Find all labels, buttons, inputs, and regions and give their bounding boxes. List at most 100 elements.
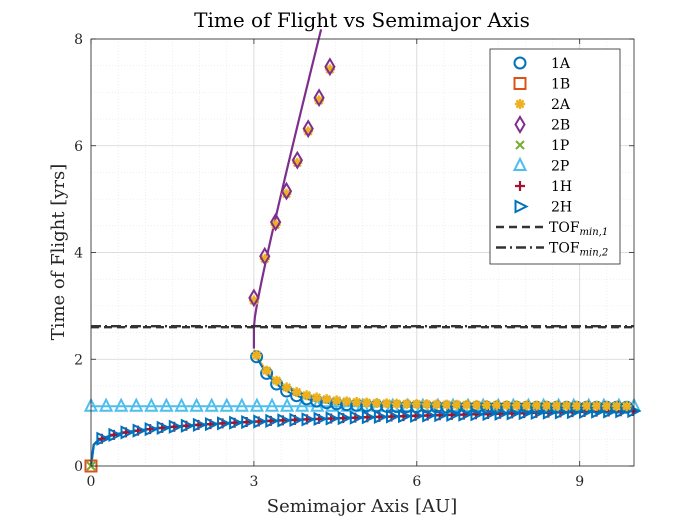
series-2H-marker (144, 421, 159, 437)
series-2A-marker (391, 398, 402, 409)
series-2H-marker (120, 425, 135, 440)
chart-title: Time of Flight vs Semimajor Axis (194, 8, 530, 32)
series-2A-marker-core (463, 401, 470, 408)
legend-label-2H: 2H (551, 200, 572, 216)
series-2A-marker (581, 400, 592, 411)
series-2A-marker-core (473, 401, 480, 408)
series-2H-marker (241, 414, 256, 430)
series-2P-marker (114, 397, 129, 412)
legend-items: 1A 1B 2A 2B 1P 2P 1H 2H TOFmin,1 TOFmin,2 (496, 56, 608, 259)
series-2A-marker (411, 399, 422, 410)
legend-label-1A: 1A (551, 56, 571, 72)
y-tick-label: 8 (74, 32, 83, 48)
series-2H-marker (229, 415, 244, 430)
legend-marker-2A (515, 99, 525, 109)
series-2A-marker-core (273, 377, 280, 384)
legend-label-2B: 2B (551, 118, 570, 134)
markers (83, 57, 642, 473)
legend-marker-1A (513, 56, 527, 70)
series-2P-marker (219, 397, 234, 412)
legend-label-1P: 1P (551, 138, 569, 154)
ticks: 0 3 6 9 0 2 4 6 8 (74, 32, 634, 490)
series-2H-marker (217, 416, 232, 431)
series-2A-marker (301, 390, 312, 401)
series-2A-marker-core (403, 400, 410, 407)
series-2A-marker-core (253, 352, 260, 359)
series-2A-marker-core (353, 399, 360, 406)
legend-label-2A: 2A (551, 97, 571, 113)
series-2B-marker (280, 181, 293, 201)
series-2H-marker (289, 412, 304, 427)
series-2B-marker (324, 57, 336, 77)
series-2A-marker (461, 399, 472, 410)
series-2A-marker-core (303, 392, 310, 399)
series-2A-marker (321, 394, 332, 405)
series-2A-marker-core (333, 397, 340, 404)
series-2H-marker (96, 431, 111, 446)
series-2A-marker-core (283, 384, 290, 391)
series-2H-marker (301, 412, 316, 427)
series-2A-marker-core (323, 396, 330, 403)
series-2H-marker (518, 406, 533, 421)
series-2P-marker (189, 397, 204, 412)
series-2B-marker (302, 119, 314, 139)
series-2A-marker-core (623, 403, 630, 410)
series-2A-marker (571, 400, 582, 411)
series-2A-marker (601, 400, 612, 411)
series-2A-marker (361, 397, 372, 408)
x-tick-label: 0 (87, 474, 96, 490)
series-2A-marker (591, 400, 602, 411)
series-2H-marker (277, 413, 292, 428)
series-2A-marker (261, 365, 272, 376)
series-2A-marker (491, 400, 502, 411)
series-2A-marker (331, 395, 342, 406)
series-2A-marker-core (363, 399, 370, 406)
series-2A-marker-core (603, 402, 610, 409)
series-2A-marker-core (513, 402, 520, 409)
series-2A-marker (281, 382, 292, 393)
series-2A-marker-core (533, 402, 540, 409)
series-2A-marker (401, 398, 412, 409)
series-2A-marker-core (343, 398, 350, 405)
series-2A-marker (251, 350, 262, 361)
legend-marker-1P (515, 140, 525, 150)
series-2A-marker-core (383, 400, 390, 407)
series-2A-marker (421, 399, 432, 410)
series-2P-marker (174, 397, 189, 412)
series-2A-marker-core (443, 401, 450, 408)
series-2A-marker-core (293, 389, 300, 396)
x-axis-label: Semimajor Axis [AU] (267, 496, 457, 517)
series-2P-marker (144, 397, 159, 412)
series-2A-marker (551, 400, 562, 411)
series-2H-marker (313, 411, 328, 427)
series-2A-marker (451, 399, 462, 410)
series-2H-marker (204, 416, 220, 432)
series-2H-marker (373, 409, 389, 425)
series-2A-marker-core (503, 402, 510, 409)
series-2H-marker (108, 427, 123, 442)
series-2H-marker (156, 420, 171, 435)
series-2A-marker-core (523, 402, 530, 409)
legend-marker-2B (514, 115, 526, 134)
series-2A-marker (371, 398, 382, 409)
series-2B-marker (259, 246, 271, 266)
y-tick-label: 4 (74, 246, 83, 262)
legend-label-TOF_min,2: TOFmin,2 (549, 241, 608, 259)
series-2A-marker-core (483, 402, 490, 409)
series-2P-marker (295, 397, 310, 412)
series-2A-marker-core (413, 401, 420, 408)
series-2A-marker-core (373, 400, 380, 407)
series-2A-marker (311, 392, 322, 403)
series-2A-marker (271, 375, 282, 386)
series-2A-marker (481, 400, 492, 411)
legend-marker-2P (512, 156, 528, 171)
legend-label-1H: 1H (551, 179, 572, 195)
series-2A-marker-core (563, 402, 570, 409)
series-2A-marker-core (263, 367, 270, 374)
series-2A-marker-core (573, 402, 580, 409)
series-2A-marker (531, 400, 542, 411)
series-2H-marker (192, 417, 208, 433)
series-2A-marker (511, 400, 522, 411)
series-2P-marker (234, 397, 249, 412)
